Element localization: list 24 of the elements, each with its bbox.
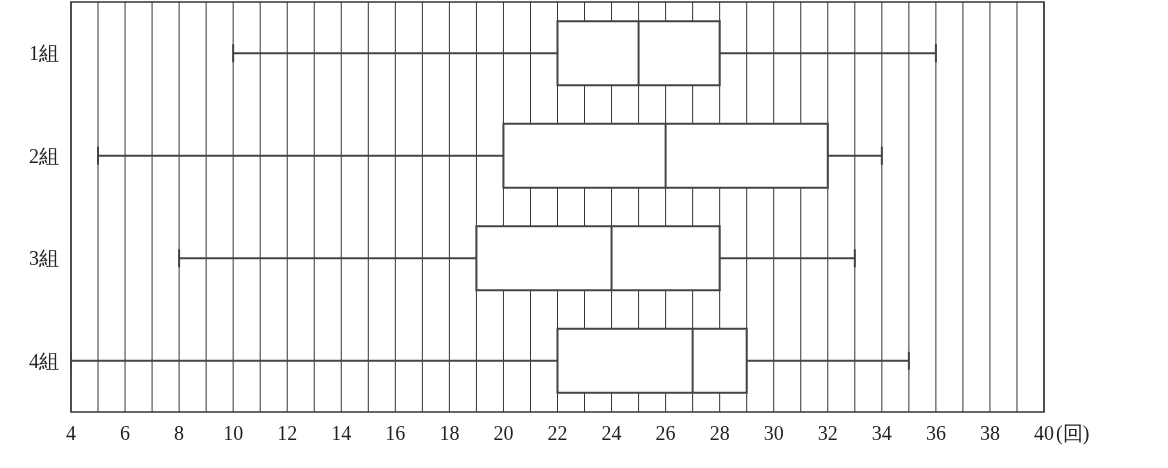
x-tick-label: 26 xyxy=(655,422,676,444)
x-axis-title: (回) xyxy=(1056,422,1090,445)
x-tick-label: 36 xyxy=(925,422,946,444)
y-tick-label: 1組 xyxy=(29,42,59,65)
y-tick-label: 4組 xyxy=(29,349,59,372)
x-tick-label: 8 xyxy=(174,422,185,444)
x-tick-label: 30 xyxy=(763,422,784,444)
x-tick-label: 22 xyxy=(547,422,568,444)
x-tick-label: 40 xyxy=(1034,422,1054,444)
x-tick-label: 34 xyxy=(871,422,892,444)
x-tick-label: 32 xyxy=(817,422,838,444)
x-tick-label: 6 xyxy=(120,422,131,444)
x-tick-label: 4 xyxy=(66,422,76,444)
x-tick-label: 18 xyxy=(439,422,460,444)
y-tick-label: 2組 xyxy=(29,144,59,167)
x-tick-label: 20 xyxy=(493,422,514,444)
x-tick-label: 14 xyxy=(331,422,352,444)
x-tick-label: 28 xyxy=(709,422,730,444)
x-tick-label: 12 xyxy=(277,422,298,444)
x-tick-label: 16 xyxy=(385,422,406,444)
x-tick-label: 10 xyxy=(223,422,244,444)
x-tick-label: 38 xyxy=(979,422,1000,444)
x-tick-label: 24 xyxy=(601,422,622,444)
y-tick-label: 3組 xyxy=(29,247,59,270)
